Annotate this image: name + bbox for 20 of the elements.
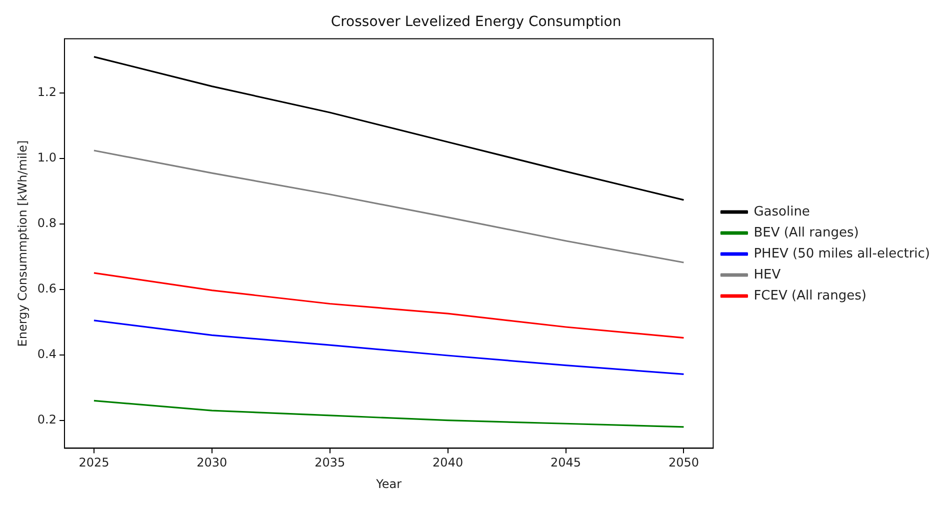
x-tick-label: 2040 [432,456,464,470]
legend-label: PHEV (50 miles all-electric) [754,246,930,262]
y-tick-label: 0.2 [37,412,56,426]
legend-label: Gasoline [754,204,810,220]
legend-label: HEV [754,267,781,282]
x-axis-title: Year [375,476,402,491]
y-tick-label: 0.6 [37,281,56,296]
y-tick-label: 1.2 [37,84,56,99]
y-tick-label: 0.4 [37,346,56,361]
legend-label: FCEV (All ranges) [754,288,866,304]
y-tick-label: 0.8 [37,216,56,230]
x-tick-label: 2025 [78,456,110,470]
x-tick-label: 2035 [314,456,346,470]
x-tick-label: 2030 [196,456,228,470]
y-tick-label: 1.0 [37,150,56,164]
chart-title: Crossover Levelized Energy Consumption [330,14,622,30]
y-axis-title: Energy Consummption [kWh/mile] [15,140,30,347]
x-tick-label: 2045 [550,456,582,470]
x-tick-label: 2050 [668,456,699,470]
legend-label: BEV (All ranges) [754,225,859,240]
